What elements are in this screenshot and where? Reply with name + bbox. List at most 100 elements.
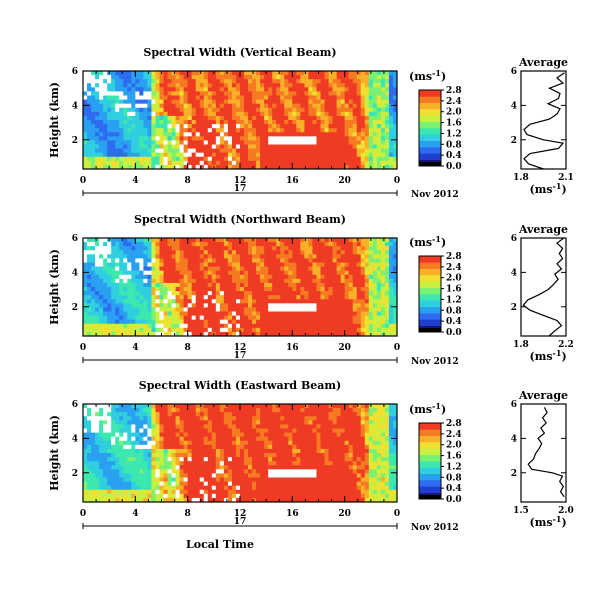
heatmap-cell [312, 242, 316, 246]
heatmap-cell [188, 287, 192, 291]
heatmap-cell [83, 87, 87, 91]
heatmap-cell [236, 275, 240, 279]
heatmap-cell [196, 316, 200, 320]
heatmap-cell [216, 83, 220, 87]
heatmap-cell [196, 449, 200, 453]
heatmap-cell [284, 307, 288, 311]
heatmap-cell [107, 254, 111, 258]
heatmap-cell [272, 149, 276, 153]
heatmap-cell [111, 157, 115, 161]
heatmap-cell [385, 254, 389, 258]
heatmap-cell [87, 490, 91, 494]
heatmap-cell [184, 424, 188, 428]
heatmap-cell [248, 263, 252, 267]
heatmap-cell [212, 283, 216, 287]
heatmap-cell [308, 79, 312, 83]
heatmap-cell [244, 320, 248, 324]
heatmap-cell [288, 283, 292, 287]
heatmap-cell [361, 153, 365, 157]
heatmap-cell [252, 83, 256, 87]
heatmap-cell [123, 437, 127, 441]
heatmap-cell [139, 71, 143, 75]
heatmap-cell [321, 136, 325, 140]
heatmap-cell [284, 108, 288, 112]
heatmap-cell [135, 275, 139, 279]
heatmap-cell [264, 104, 268, 108]
heatmap-cell [143, 104, 147, 108]
heatmap-cell [353, 100, 357, 104]
heatmap-cell [212, 312, 216, 316]
heatmap-cell [369, 96, 373, 100]
heatmap-cell [143, 473, 147, 477]
heatmap-cell [256, 303, 260, 307]
heatmap-cell [224, 79, 228, 83]
x-tick-label: 8 [185, 176, 191, 186]
heatmap-cell [196, 287, 200, 291]
heatmap-cell [228, 108, 232, 112]
heatmap-cell [204, 482, 208, 486]
heatmap-cell [103, 441, 107, 445]
heatmap-cell [296, 246, 300, 250]
heatmap-cell [204, 120, 208, 124]
heatmap-cell [357, 254, 361, 258]
heatmap-cell [300, 303, 304, 307]
heatmap-cell [357, 112, 361, 116]
heatmap-cell [115, 149, 119, 153]
heatmap-cell [99, 412, 103, 416]
heatmap-cell [204, 112, 208, 116]
heatmap-cell [87, 91, 91, 95]
heatmap-cell [159, 324, 163, 328]
heatmap-cell [333, 128, 337, 132]
heatmap-cell [95, 416, 99, 420]
heatmap-cell [204, 258, 208, 262]
heatmap-cell [252, 128, 256, 132]
heatmap-cell [168, 100, 172, 104]
heatmap-cell [220, 433, 224, 437]
heatmap-cell [365, 242, 369, 246]
heatmap-cell [91, 441, 95, 445]
heatmap-cell [236, 83, 240, 87]
heatmap-cell [264, 250, 268, 254]
heatmap-cell [184, 246, 188, 250]
heatmap-cell [337, 108, 341, 112]
heatmap-cell [168, 267, 172, 271]
heatmap-cell [208, 469, 212, 473]
heatmap-cell [87, 437, 91, 441]
heatmap-cell [333, 96, 337, 100]
heatmap-cell [99, 161, 103, 165]
heatmap-cell [296, 132, 300, 136]
heatmap-cell [321, 140, 325, 144]
heatmap-cell [180, 478, 184, 482]
heatmap-cell [216, 140, 220, 144]
heatmap-cell [111, 316, 115, 320]
heatmap-cell [123, 161, 127, 165]
heatmap-cell [115, 279, 119, 283]
heatmap-cell [204, 128, 208, 132]
heatmap-cell [119, 295, 123, 299]
heatmap-cell [127, 416, 131, 420]
heatmap-cell [196, 263, 200, 267]
heatmap-cell [168, 254, 172, 258]
heatmap-cell [373, 258, 377, 262]
heatmap-cell [312, 124, 316, 128]
heatmap-cell [115, 71, 119, 75]
heatmap-cell [196, 87, 200, 91]
heatmap-cell [357, 132, 361, 136]
heatmap-cell [296, 279, 300, 283]
heatmap-cell [244, 112, 248, 116]
heatmap-cell [308, 316, 312, 320]
heatmap-cell [111, 242, 115, 246]
heatmap-cell [389, 307, 393, 311]
heatmap-cell [256, 283, 260, 287]
heatmap-cell [252, 149, 256, 153]
heatmap-cell [139, 424, 143, 428]
heatmap-cell [321, 328, 325, 332]
heatmap-cell [119, 87, 123, 91]
heatmap-cell [139, 283, 143, 287]
heatmap-cell [321, 312, 325, 316]
heatmap-cell [87, 161, 91, 165]
heatmap-cell [325, 287, 329, 291]
heatmap-cell [135, 124, 139, 128]
heatmap-cell [103, 404, 107, 408]
heatmap-cell [361, 145, 365, 149]
